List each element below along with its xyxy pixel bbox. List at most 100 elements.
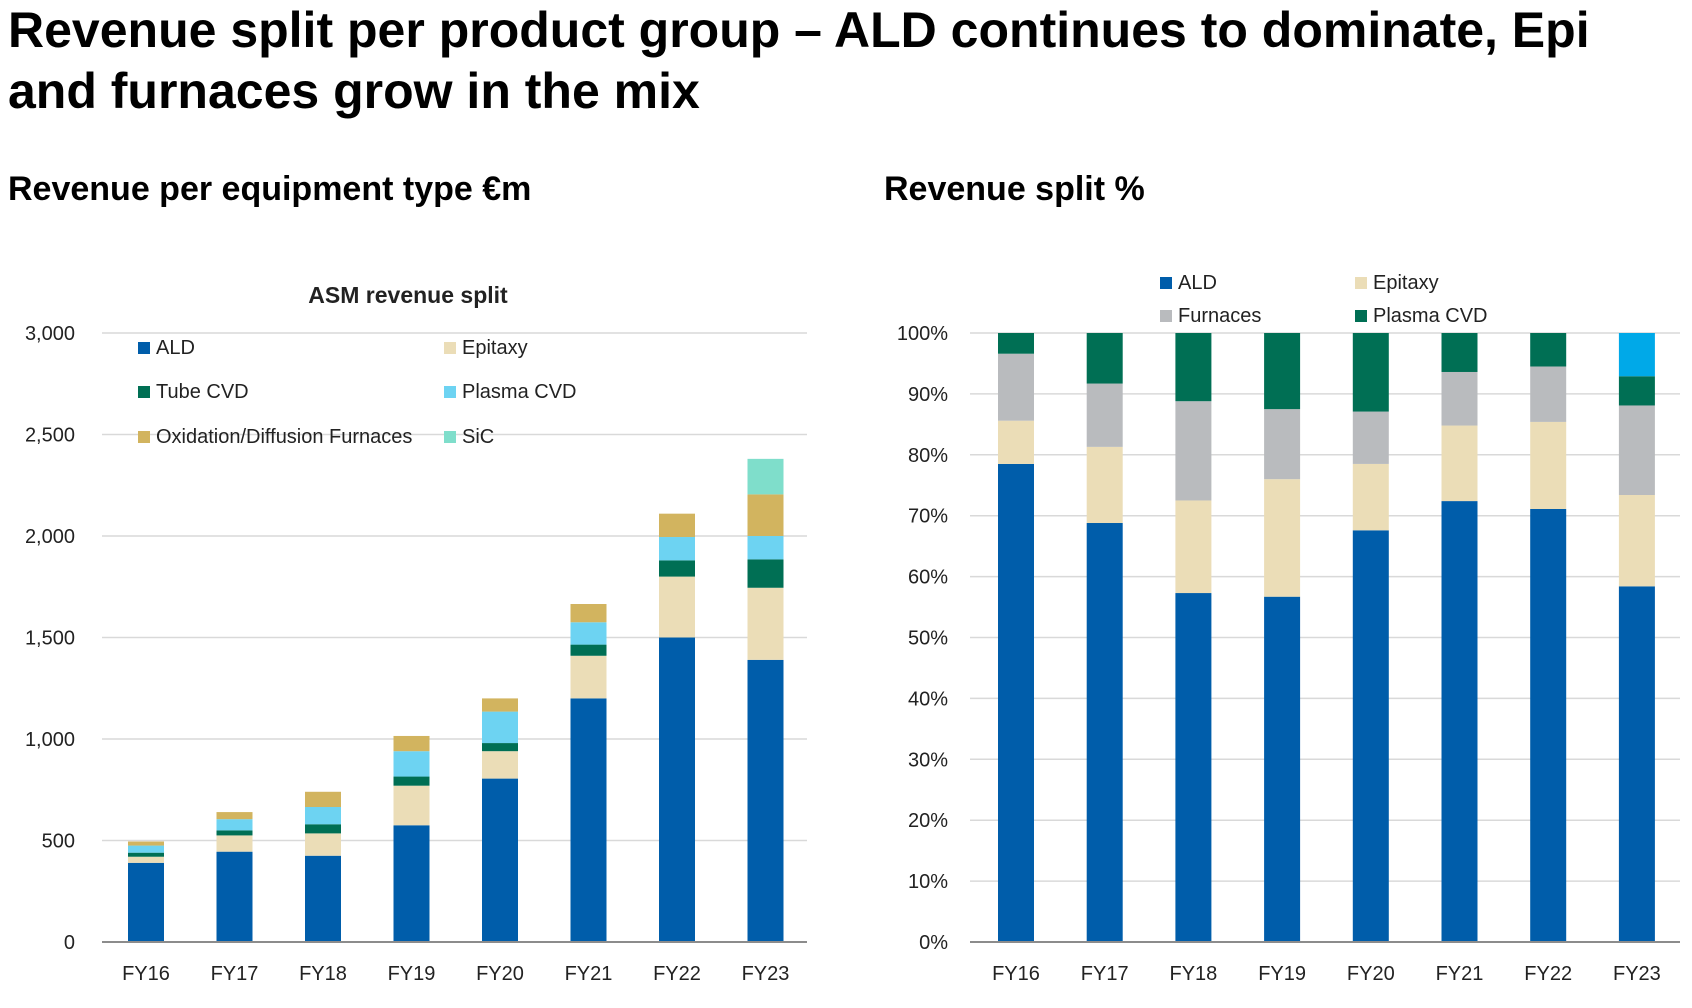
- bar-segment: [748, 559, 784, 587]
- legend-swatch: [1160, 310, 1172, 322]
- bar-segment: [482, 779, 518, 942]
- bar-segment: [1442, 372, 1478, 426]
- bar-segment: [305, 833, 341, 855]
- bar-segment: [1175, 500, 1211, 593]
- bar-segment: [571, 645, 607, 656]
- bar-segment: [1175, 593, 1211, 942]
- bar-segment: [1353, 530, 1389, 942]
- x-tick-label: FY16: [992, 963, 1040, 985]
- bar-segment: [217, 819, 253, 830]
- bar-segment: [571, 604, 607, 622]
- revenue-split-chart: 0% 10% 20% 30% 40% 50% 60% 70% 80% 90% 100% FY16 FY1…: [860, 0, 1680, 1008]
- x-tick-label: FY21: [1436, 963, 1484, 985]
- x-tick-label: FY17: [1081, 963, 1129, 985]
- legend-swatch: [1355, 310, 1367, 322]
- legend-swatch: [138, 386, 150, 398]
- legend-swatch: [1160, 277, 1172, 289]
- x-tick-label: FY16: [122, 963, 170, 985]
- bar-segment: [1353, 464, 1389, 530]
- x-tick-label: FY19: [1258, 963, 1306, 985]
- bar-segment: [748, 588, 784, 660]
- bar-segment: [1530, 366, 1566, 421]
- legend-label: Plasma CVD: [462, 381, 576, 403]
- bar-segment: [1087, 384, 1123, 447]
- bar-segment: [128, 842, 164, 846]
- bar-segment: [748, 494, 784, 536]
- legend-label: Tube CVD: [156, 381, 249, 403]
- bar-segment: [482, 698, 518, 711]
- bar-segment: [128, 857, 164, 863]
- bar-segment: [1264, 479, 1300, 597]
- y-tick-label: 500: [42, 831, 75, 853]
- bar-segment: [1619, 405, 1655, 495]
- y-tick-label: 60%: [908, 567, 948, 589]
- bar-segment: [482, 712, 518, 743]
- bar-segment: [394, 825, 430, 942]
- bar-segment: [217, 830, 253, 835]
- bar-segment: [217, 812, 253, 819]
- x-tick-label: FY18: [1169, 963, 1217, 985]
- y-tick-label: 2,500: [25, 425, 75, 447]
- bar-segment: [1175, 401, 1211, 500]
- bar-segment: [659, 560, 695, 576]
- legend-swatch: [138, 342, 150, 354]
- bar-segment: [571, 622, 607, 644]
- y-tick-label: 1,000: [25, 729, 75, 751]
- bar-segment: [748, 536, 784, 559]
- bar-segment: [217, 852, 253, 942]
- y-tick-label: 80%: [908, 445, 948, 467]
- bar-segment: [748, 459, 784, 495]
- bar-segment: [1530, 509, 1566, 942]
- bar-segment: [998, 354, 1034, 421]
- bar-segment: [394, 777, 430, 786]
- legend-swatch: [1355, 277, 1367, 289]
- bar-segment: [571, 698, 607, 942]
- bar-segment: [1175, 333, 1211, 401]
- bar-segment: [998, 333, 1034, 354]
- bar-segment: [659, 514, 695, 537]
- legend-swatch: [444, 386, 456, 398]
- bar-segment: [305, 824, 341, 833]
- bar-segment: [128, 853, 164, 857]
- legend-label: Epitaxy: [462, 337, 528, 359]
- y-tick-label: 0: [64, 932, 75, 954]
- bar-segment: [1442, 426, 1478, 502]
- bar-segment: [217, 835, 253, 851]
- bar-segment: [1353, 412, 1389, 464]
- bar-segment: [748, 660, 784, 942]
- bar-segment: [482, 743, 518, 751]
- legend-label: Furnaces: [1178, 305, 1261, 327]
- bar-segment: [305, 856, 341, 942]
- bar-segment: [1530, 422, 1566, 509]
- legend-label: ALD: [156, 337, 195, 359]
- bar-segment: [998, 464, 1034, 942]
- y-tick-label: 100%: [897, 323, 948, 345]
- legend-label: Plasma CVD: [1373, 305, 1487, 327]
- x-tick-label: FY20: [476, 963, 524, 985]
- bar-segment: [1087, 447, 1123, 523]
- bar-segment: [1087, 333, 1123, 384]
- x-tick-label: FY18: [299, 963, 347, 985]
- x-tick-label: FY19: [388, 963, 436, 985]
- x-tick-label: FY21: [565, 963, 613, 985]
- bar-segment: [659, 537, 695, 560]
- bar-segment: [1619, 333, 1655, 376]
- legend-label: ALD: [1178, 272, 1217, 294]
- y-tick-label: 20%: [908, 810, 948, 832]
- y-tick-label: 30%: [908, 749, 948, 771]
- y-tick-label: 2,000: [25, 526, 75, 548]
- bar-segment: [1264, 409, 1300, 479]
- x-tick-label: FY22: [1524, 963, 1572, 985]
- y-tick-label: 90%: [908, 384, 948, 406]
- bar-segment: [1264, 333, 1300, 409]
- x-tick-label: FY17: [211, 963, 259, 985]
- legend-label: Epitaxy: [1373, 272, 1439, 294]
- bar-segment: [659, 638, 695, 943]
- x-tick-label: FY23: [1613, 963, 1661, 985]
- y-tick-label: 1,500: [25, 628, 75, 650]
- legend-swatch: [444, 431, 456, 443]
- y-tick-label: 50%: [908, 628, 948, 650]
- y-tick-label: 70%: [908, 506, 948, 528]
- legend-label: SiC: [462, 426, 494, 448]
- legend-swatch: [138, 431, 150, 443]
